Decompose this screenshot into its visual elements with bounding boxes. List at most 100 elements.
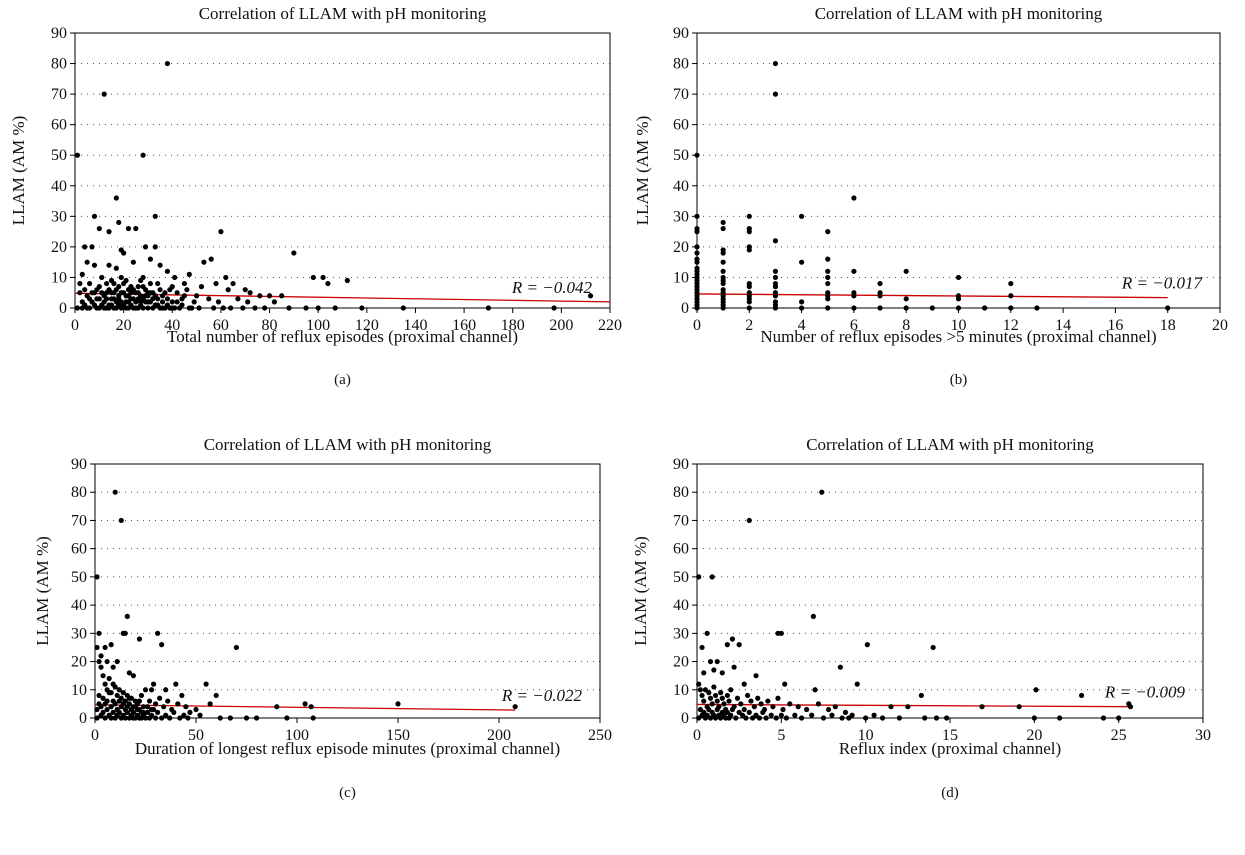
data-point xyxy=(746,213,752,219)
data-point xyxy=(207,701,213,707)
y-axis-label: LLAM (AM %) xyxy=(633,116,652,226)
x-tick-label: 10 xyxy=(858,727,874,744)
data-point xyxy=(799,299,805,305)
data-point xyxy=(116,296,122,302)
data-point xyxy=(551,305,557,311)
data-point xyxy=(106,262,112,268)
data-point xyxy=(291,250,297,256)
y-tick-label: 50 xyxy=(51,147,67,164)
data-point xyxy=(825,256,831,262)
data-point xyxy=(772,268,779,274)
data-point xyxy=(315,305,321,311)
x-tick-label: 50 xyxy=(188,727,204,744)
data-point xyxy=(179,302,185,308)
data-point xyxy=(169,299,175,305)
data-point xyxy=(799,305,805,311)
data-point xyxy=(720,250,726,256)
x-tick-label: 0 xyxy=(693,727,701,744)
x-tick-label: 18 xyxy=(1160,317,1176,334)
data-point xyxy=(157,305,163,311)
y-tick-label: 60 xyxy=(51,117,67,134)
y-tick-label: 30 xyxy=(673,625,689,642)
data-point xyxy=(130,259,136,265)
data-point xyxy=(147,256,153,262)
data-point xyxy=(157,287,163,293)
data-point xyxy=(140,284,146,290)
x-tick-label: 20 xyxy=(1212,317,1228,334)
plot-frame xyxy=(696,32,1221,309)
data-point xyxy=(191,299,197,305)
x-tick-label: 5 xyxy=(777,727,785,744)
data-point xyxy=(102,715,108,721)
data-point xyxy=(98,664,104,670)
data-point xyxy=(121,280,127,287)
r-value-label: R = −0.042 xyxy=(511,278,593,297)
data-point xyxy=(729,636,736,642)
data-point xyxy=(94,715,100,721)
data-point xyxy=(220,305,226,311)
data-point xyxy=(720,259,726,265)
data-point xyxy=(150,290,156,296)
data-point xyxy=(694,244,700,250)
data-point xyxy=(133,305,139,311)
data-point xyxy=(223,274,229,281)
data-point xyxy=(1008,280,1014,287)
data-point xyxy=(746,284,752,290)
data-point xyxy=(74,152,81,158)
x-tick-label: 15 xyxy=(942,727,958,744)
y-axis-label: LLAM (AM %) xyxy=(33,536,52,646)
data-point xyxy=(118,274,124,281)
plot-frame xyxy=(94,463,601,719)
data-point xyxy=(773,715,779,721)
y-axis-label: LLAM (AM %) xyxy=(9,116,28,226)
data-point xyxy=(193,706,199,713)
y-tick-label: 10 xyxy=(673,682,689,699)
data-point xyxy=(763,715,769,721)
data-point xyxy=(82,244,88,250)
data-point xyxy=(142,687,149,693)
data-point xyxy=(729,706,736,713)
data-point xyxy=(694,229,700,235)
data-point xyxy=(130,709,136,715)
data-point xyxy=(778,630,784,636)
data-point xyxy=(780,706,786,713)
data-point xyxy=(91,302,98,308)
x-tick-label: 30 xyxy=(1195,727,1211,744)
data-point xyxy=(99,274,105,281)
data-point xyxy=(111,290,117,296)
panel-caption: (b) xyxy=(950,372,968,388)
y-tick-label: 50 xyxy=(673,569,689,586)
data-point xyxy=(104,296,110,302)
data-point xyxy=(903,268,909,274)
data-point xyxy=(772,305,779,311)
data-point xyxy=(86,296,93,302)
r-value-label: R = −0.009 xyxy=(1104,683,1186,702)
data-point xyxy=(157,262,163,268)
data-point xyxy=(228,305,234,311)
data-point xyxy=(104,280,110,287)
y-tick-label: 0 xyxy=(681,710,689,727)
data-point xyxy=(208,256,214,262)
data-point xyxy=(1165,305,1171,311)
data-point xyxy=(86,305,93,311)
data-point xyxy=(266,293,273,299)
y-tick-label: 50 xyxy=(673,147,689,164)
x-axis-label: Reflux index (proximal channel) xyxy=(839,739,1061,758)
data-point xyxy=(395,701,401,707)
data-point xyxy=(820,715,827,721)
data-point xyxy=(798,715,805,721)
data-point xyxy=(167,715,173,721)
data-point xyxy=(712,692,719,699)
y-tick-label: 40 xyxy=(673,178,689,195)
data-point xyxy=(140,305,146,311)
data-point xyxy=(720,305,726,311)
data-point xyxy=(738,701,744,707)
data-point xyxy=(215,299,222,305)
data-point xyxy=(770,704,776,710)
x-tick-label: 0 xyxy=(91,727,99,744)
y-tick-label: 70 xyxy=(673,86,689,103)
data-point xyxy=(124,704,130,710)
data-point xyxy=(230,280,236,287)
data-point xyxy=(104,698,110,704)
data-point xyxy=(94,296,100,302)
